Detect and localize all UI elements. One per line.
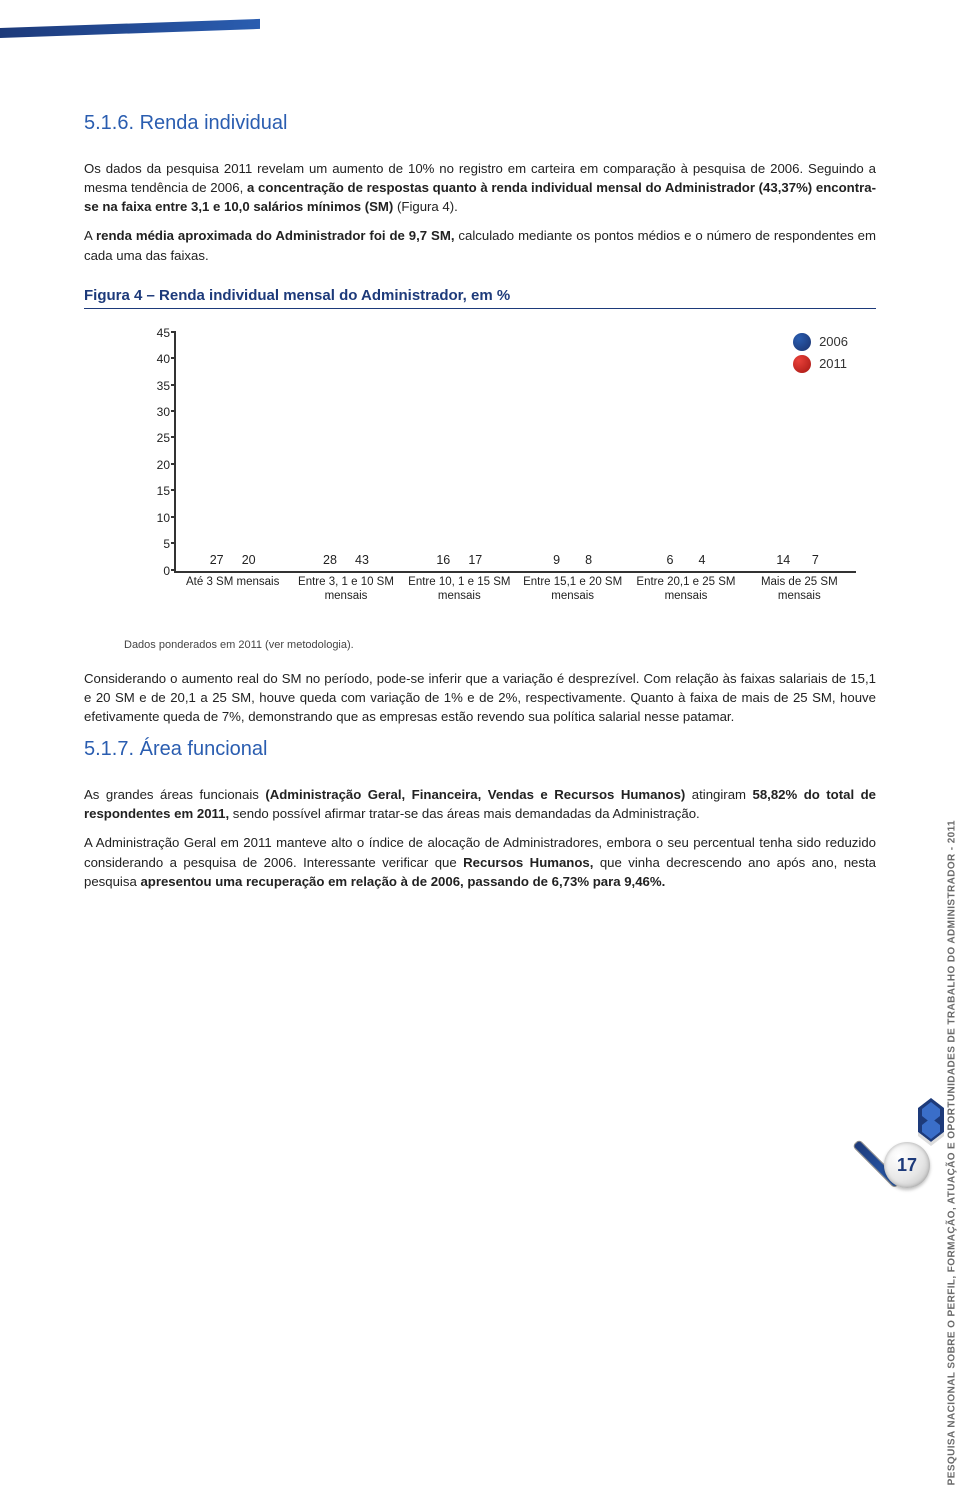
y-tick-label: 35 [144,379,170,393]
category-label: Mais de 25 SM mensais [743,575,856,604]
section-2-para-2: A Administração Geral em 2011 manteve al… [84,833,876,890]
y-tick-label: 45 [144,326,170,340]
y-tick-label: 15 [144,484,170,498]
bar-value-label: 20 [234,553,264,567]
category-label: Entre 20,1 e 25 SM mensais [629,575,742,604]
bar-value-label: 28 [315,553,345,567]
legend-label: 2006 [819,334,848,349]
section-1-para-1: Os dados da pesquisa 2011 revelam um aum… [84,159,876,216]
y-tick-label: 20 [144,458,170,472]
y-tick-label: 10 [144,511,170,525]
y-tick-label: 25 [144,431,170,445]
section-2-title: 5.1.7. Área funcional [84,738,876,761]
logo-icon [916,1098,946,1148]
y-tick-label: 30 [144,405,170,419]
bar-value-label: 27 [202,553,232,567]
page-content: 5.1.6. Renda individual Os dados da pesq… [0,0,960,961]
category-label: Entre 3, 1 e 10 SM mensais [289,575,402,604]
section-2-number: 5.1.7. [84,738,134,760]
bar-value-label: 43 [347,553,377,567]
page-number: 17 [884,1142,930,1188]
section-2-name: Área funcional [140,738,268,760]
bar-value-label: 16 [428,553,458,567]
section-2-para-1: As grandes áreas funcionais (Administraç… [84,785,876,823]
after-chart-para: Considerando o aumento real do SM no per… [84,669,876,726]
legend-item: 2011 [793,355,848,373]
side-vertical-text: PESQUISA NACIONAL SOBRE O PERFIL, FORMAÇ… [946,820,957,1485]
chart-legend: 2006 2011 [793,333,848,377]
figure-4-title: Figura 4 – Renda individual mensal do Ad… [84,287,876,309]
chart-note: Dados ponderados em 2011 (ver metodologi… [124,639,876,651]
y-tick-label: 0 [144,564,170,578]
bar-value-label: 8 [574,553,604,567]
y-tick-label: 5 [144,537,170,551]
bar-value-label: 6 [655,553,685,567]
legend-item: 2006 [793,333,848,351]
section-1-name: Renda individual [140,112,288,134]
chart-plot-area: 0510152025303540452720Até 3 SM mensais28… [174,333,856,573]
section-1-para-2: A renda média aproximada do Administrado… [84,226,876,264]
category-label: Até 3 SM mensais [176,575,289,589]
bar-value-label: 7 [800,553,830,567]
legend-dot-icon [793,355,811,373]
bar-value-label: 4 [687,553,717,567]
bar-value-label: 9 [542,553,572,567]
bar-value-label: 17 [460,553,490,567]
section-1-number: 5.1.6. [84,112,134,134]
y-tick-label: 40 [144,352,170,366]
bar-value-label: 14 [768,553,798,567]
page-corner: 17 [846,1142,936,1252]
category-label: Entre 15,1 e 20 SM mensais [516,575,629,604]
category-label: Entre 10, 1 e 15 SM mensais [403,575,516,604]
legend-dot-icon [793,333,811,351]
section-1-title: 5.1.6. Renda individual [84,112,876,135]
figure-4-chart: 0510152025303540452720Até 3 SM mensais28… [144,333,856,633]
legend-label: 2011 [819,356,847,371]
